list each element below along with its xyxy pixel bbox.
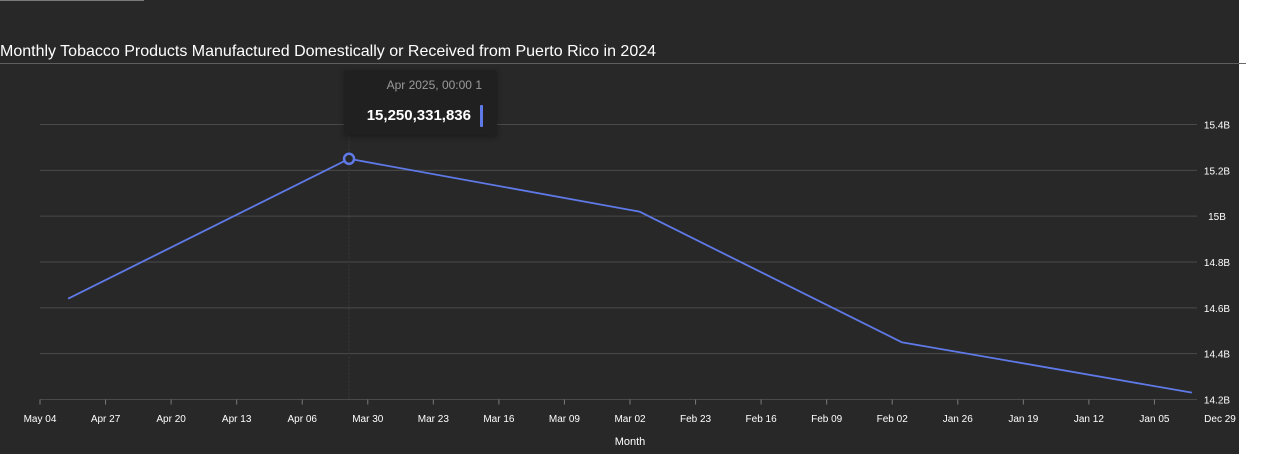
y-tick-label: 15B [1208, 212, 1226, 223]
tooltip-date: Apr 2025, 00:00 1 [386, 78, 482, 92]
x-tick-label: Apr 13 [222, 414, 252, 425]
chart-panel: Monthly Tobacco Products Manufactured Do… [0, 0, 1246, 454]
x-tick-label: Mar 23 [418, 414, 450, 425]
x-tick-label: Jan 05 [1139, 414, 1169, 425]
x-tick-label: Feb 02 [877, 414, 909, 425]
line-chart[interactable]: 15.4B 15.2B 15B 14.8B 14.6B 14.4B 14.2B May 04… [0, 0, 1239, 454]
x-tick-label: Mar 30 [352, 414, 384, 425]
x-tick-label: Mar 16 [483, 414, 515, 425]
x-tick-label: Jan 12 [1074, 414, 1104, 425]
x-tick-label: Apr 27 [91, 414, 121, 425]
tooltip-value: 15,250,331,836 [366, 107, 471, 124]
tooltip-series-swatch [480, 105, 483, 127]
y-tick-label: 14.6B [1204, 304, 1230, 315]
x-tick-label: Mar 09 [549, 414, 581, 425]
series-layer[interactable] [67, 124, 1193, 400]
x-tick-label: Feb 16 [746, 414, 778, 425]
y-tick-label: 14.8B [1204, 258, 1230, 269]
x-tick-label: Feb 09 [811, 414, 843, 425]
x-axis-ticks: May 04 Apr 27 Apr 20 Apr 13 Apr 06 Mar 30 Mar … [24, 399, 1236, 425]
y-tick-label: 15.4B [1204, 121, 1230, 132]
top-tab-indicator [0, 0, 144, 1]
y-tick-label: 14.4B [1204, 350, 1230, 361]
series-line[interactable] [67, 157, 1193, 394]
x-tick-label: Feb 23 [680, 414, 712, 425]
hovered-data-point[interactable] [342, 152, 356, 166]
x-tick-label: May 04 [24, 414, 57, 425]
hover-tooltip: Apr 2025, 00:00 1 15,250,331,836 [344, 70, 497, 135]
y-axis-ticks: 15.4B 15.2B 15B 14.8B 14.6B 14.4B 14.2B [1204, 121, 1230, 407]
x-tick-label: Apr 20 [156, 414, 186, 425]
x-axis-title: Month [614, 436, 646, 448]
chart-title: Monthly Tobacco Products Manufactured Do… [0, 43, 657, 60]
grid-lines [40, 124, 1197, 400]
y-tick-label: 14.2B [1204, 396, 1230, 407]
title-divider [0, 63, 1246, 64]
x-tick-label: Mar 02 [614, 414, 646, 425]
x-tick-label: Dec 29 [1204, 414, 1236, 425]
title-divider-tail [1239, 63, 1246, 64]
x-tick-label: Apr 06 [287, 414, 317, 425]
y-tick-label: 15.2B [1204, 166, 1230, 177]
x-tick-label: Jan 19 [1008, 414, 1038, 425]
x-tick-label: Jan 26 [943, 414, 973, 425]
